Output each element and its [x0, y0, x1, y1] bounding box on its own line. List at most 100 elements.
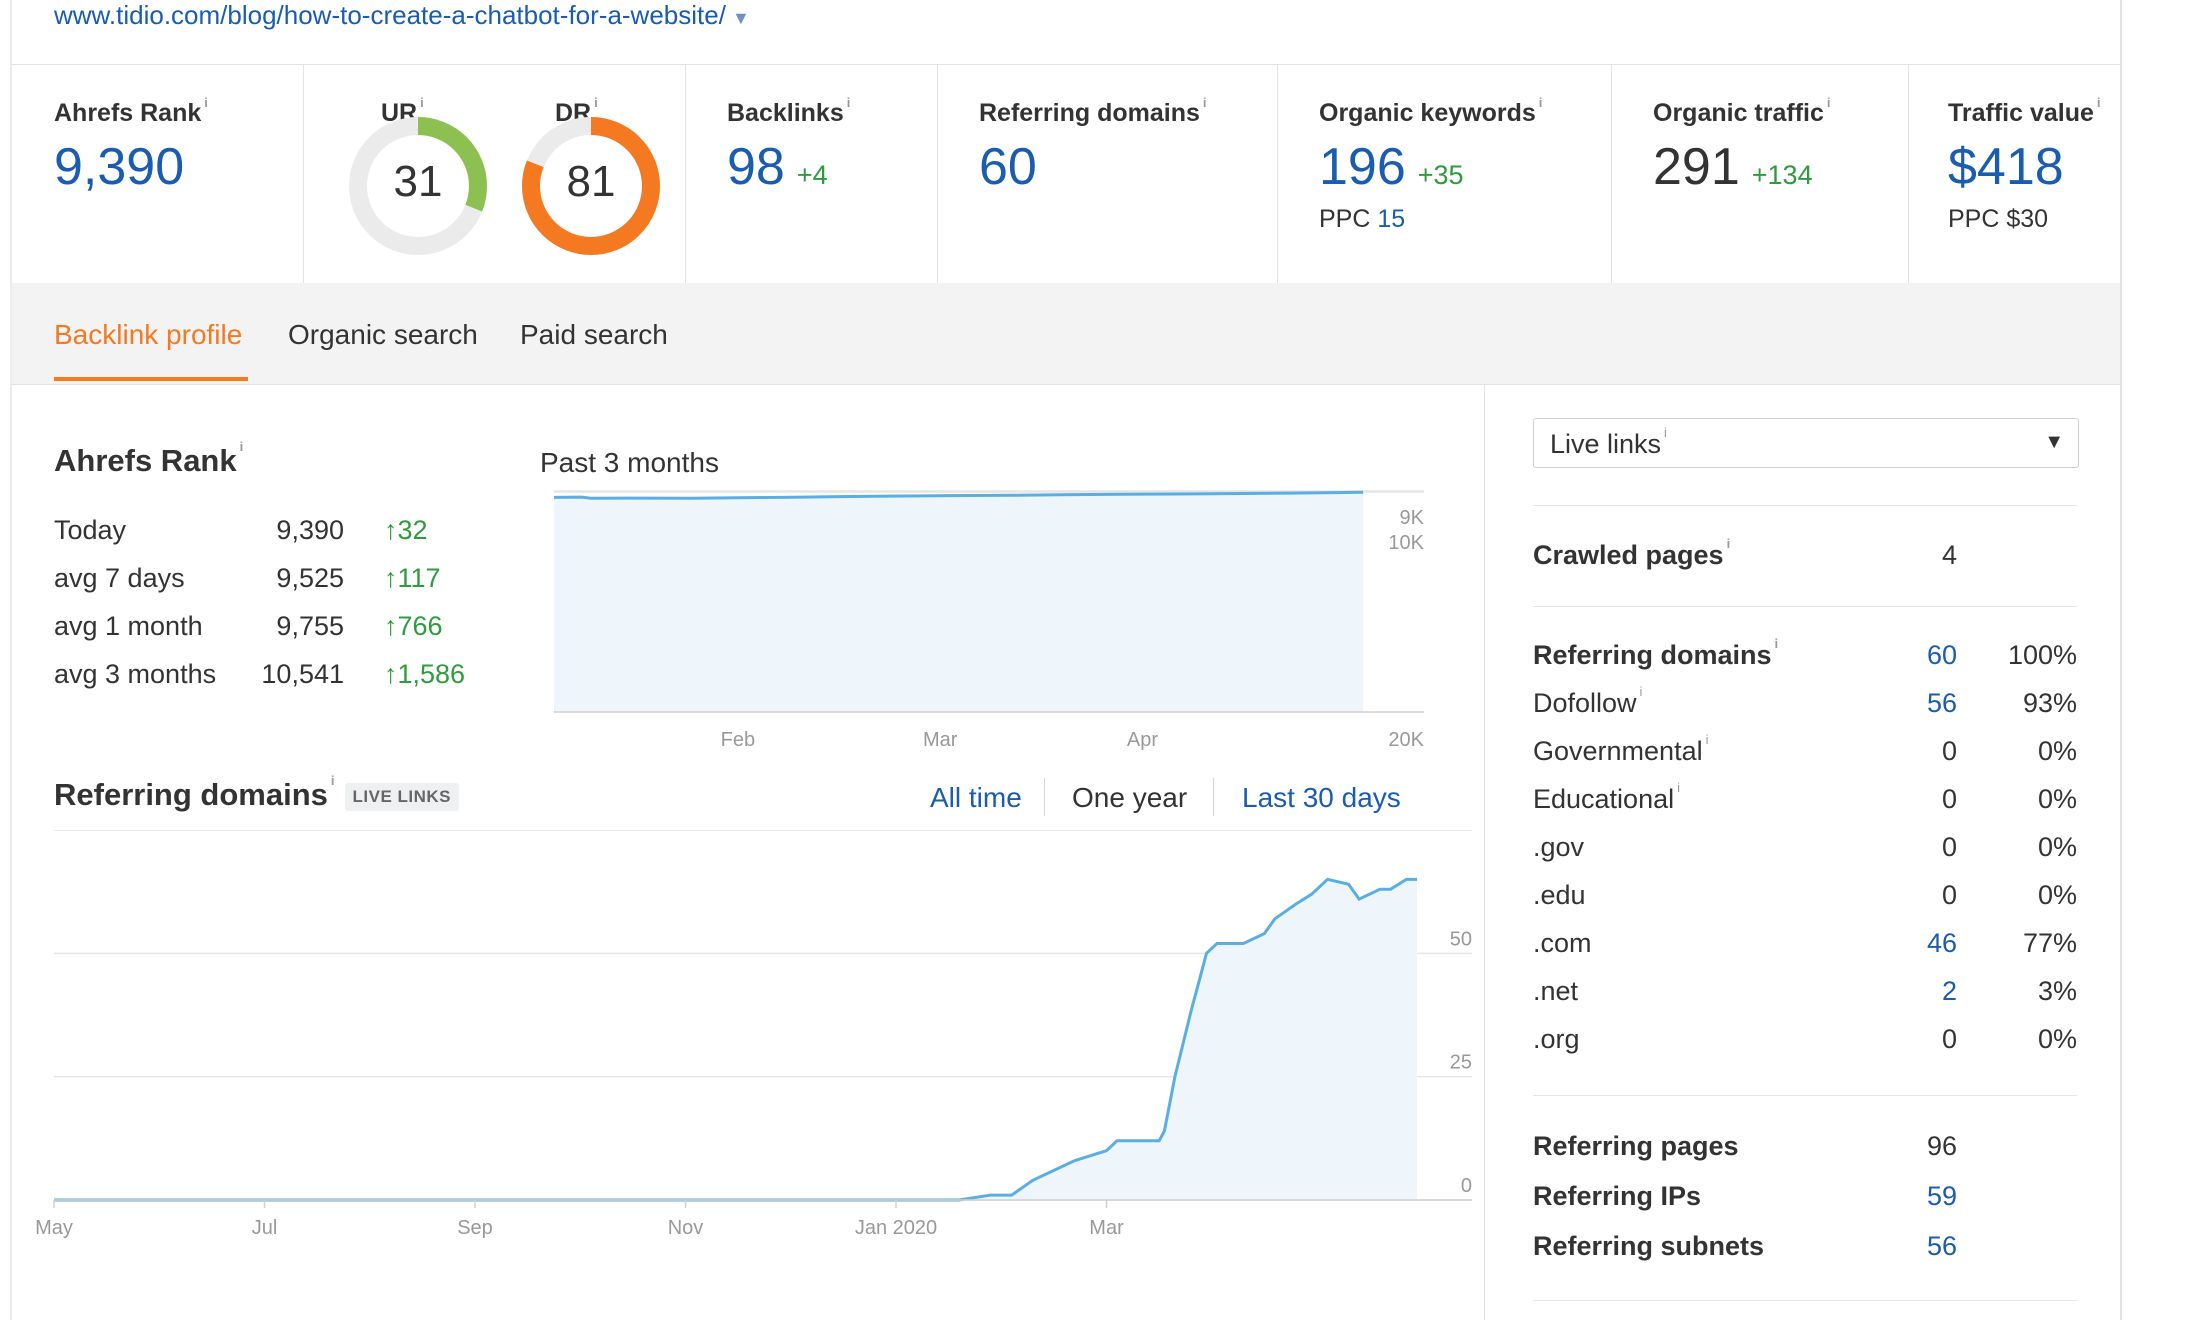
ahrefs-rank-title: Ahrefs Rank i: [54, 439, 244, 478]
metric-label: Ahrefs Rank i: [54, 95, 208, 127]
active-tab-underline: [54, 377, 248, 381]
traffic-value[interactable]: $418: [1948, 138, 2064, 196]
tab-organic-search[interactable]: Organic search: [288, 319, 478, 350]
range-last-30-days[interactable]: Last 30 days: [1242, 782, 1401, 813]
domain-row-count[interactable]: 56: [1926, 688, 1957, 718]
referring-subnets-label: Referring subnets: [1533, 1231, 1765, 1261]
range-divider: [1213, 778, 1214, 816]
page-left-border: [10, 0, 12, 1320]
info-icon[interactable]: i: [1826, 95, 1831, 110]
domain-row-label: Dofollow: [1533, 688, 1637, 718]
y-tick-label: 0: [1461, 1175, 1472, 1197]
info-icon[interactable]: i: [420, 95, 424, 110]
series-line: [553, 490, 1364, 500]
domain-row-percent: 0%: [2037, 1024, 2077, 1054]
metric-ur-dr: UR i 31 DR i 81: [303, 65, 686, 283]
info-icon[interactable]: i: [1202, 95, 1207, 110]
metric-label: Referring domains i: [979, 95, 1207, 127]
live-links-dropdown[interactable]: Live links i ▼: [1533, 418, 2079, 468]
target-url-text[interactable]: www.tidio.com/blog/how-to-create-a-chatb…: [54, 0, 726, 30]
metric-label: Traffic value i: [1948, 95, 2101, 127]
info-icon[interactable]: i: [1677, 780, 1680, 795]
metric-label: Organic keywords i: [1319, 95, 1543, 127]
info-icon[interactable]: i: [239, 439, 244, 454]
rank-row-delta: ↑1,586: [384, 659, 466, 689]
info-icon[interactable]: i: [1774, 636, 1779, 651]
rank-row-value: 9,755: [276, 611, 344, 641]
referring-domains-value[interactable]: 60: [979, 138, 1037, 196]
metric-value[interactable]: 9,390: [54, 138, 185, 196]
domain-row-label: Educational: [1533, 784, 1675, 814]
metric-traffic-value: Traffic value i $418 PPC $30: [1908, 65, 2120, 283]
rank-row-value: 9,390: [276, 515, 344, 545]
organic-traffic-value: 291: [1653, 138, 1740, 196]
metric-value: 291 +134: [1653, 137, 1813, 197]
rank-row: avg 3 months 10,541 ↑1,586: [54, 659, 514, 699]
x-tick-label: Sep: [457, 1217, 493, 1239]
info-icon[interactable]: i: [330, 773, 335, 788]
rank-row: avg 1 month 9,755 ↑766: [54, 611, 514, 651]
ur-gauge-arc: [349, 117, 487, 255]
domain-row-label: .gov: [1533, 832, 1585, 862]
organic-keywords-value[interactable]: 196: [1319, 138, 1406, 196]
domain-row-percent: 0%: [2037, 880, 2077, 910]
info-icon[interactable]: i: [1705, 732, 1709, 747]
tab-paid-search[interactable]: Paid search: [520, 319, 668, 350]
dr-gauge: [522, 117, 660, 255]
referring-subnets-value[interactable]: 56: [1926, 1231, 1957, 1261]
ppc-keywords: PPC 15: [1319, 205, 1406, 233]
ahrefs-rank-chart: 9K 10K 20K Feb Mar Apr: [553, 490, 1425, 751]
y-tick-label: 20K: [1388, 729, 1424, 751]
rank-row-label: avg 1 month: [54, 611, 203, 641]
backlinks-value[interactable]: 98: [727, 138, 785, 196]
live-links-badge: LIVE LINKS: [344, 782, 460, 811]
x-tick-label: Feb: [721, 729, 755, 751]
referring-ips-label: Referring IPs: [1533, 1181, 1702, 1211]
ur-gauge: [349, 117, 487, 255]
domain-row-label: .net: [1533, 976, 1579, 1006]
domain-row-count[interactable]: 60: [1926, 640, 1957, 670]
info-icon[interactable]: i: [204, 95, 208, 110]
crawled-pages-value: 4: [1941, 540, 1957, 570]
info-icon[interactable]: i: [1726, 536, 1731, 551]
range-all-time[interactable]: All time: [930, 782, 1022, 813]
domain-row-count: 0: [1941, 736, 1957, 766]
info-icon[interactable]: i: [846, 95, 851, 110]
range-one-year[interactable]: One year: [1072, 782, 1188, 813]
chevron-down-icon[interactable]: ▼: [731, 8, 750, 28]
tab-backlink-profile[interactable]: Backlink profile: [54, 319, 243, 350]
info-icon[interactable]: i: [1538, 95, 1543, 110]
rank-row-delta: ↑117: [384, 563, 441, 593]
info-icon[interactable]: i: [594, 95, 598, 110]
domain-row-label: .edu: [1533, 880, 1586, 910]
metrics-row: Ahrefs Rank i 9,390 UR i 31 DR i 81 Backlin…: [12, 64, 2120, 284]
domain-row-percent: 0%: [2037, 736, 2077, 766]
left-panel: Ahrefs Rank i Past 3 months Today 9,390 ↑…: [12, 385, 1484, 1320]
metric-label: Organic traffic i: [1653, 95, 1831, 127]
ppc-keywords-value[interactable]: 15: [1377, 205, 1406, 233]
domain-row-label: Referring domains: [1533, 640, 1772, 670]
rank-row-label: avg 3 months: [54, 659, 217, 689]
x-tick-label: Mar: [1089, 1217, 1124, 1239]
domain-row-count[interactable]: 2: [1941, 976, 1957, 1006]
divider: [1533, 1300, 2077, 1301]
x-tick-label: Nov: [668, 1217, 704, 1239]
rank-chart-title: Past 3 months: [540, 447, 719, 478]
referring-ips-value[interactable]: 59: [1926, 1181, 1957, 1211]
domain-row-count: 0: [1941, 880, 1957, 910]
info-icon[interactable]: i: [1664, 425, 1667, 440]
divider: [1533, 505, 2077, 506]
info-icon[interactable]: i: [2096, 95, 2101, 110]
range-divider: [1044, 778, 1045, 816]
domain-row-count[interactable]: 46: [1926, 928, 1957, 958]
metric-backlinks: Backlinks i 98 +4: [685, 65, 938, 283]
panel-divider: [1484, 385, 1485, 1320]
info-icon[interactable]: i: [1639, 684, 1643, 699]
x-tick-label: Jul: [252, 1217, 278, 1239]
rank-row-delta: ↑766: [384, 611, 443, 641]
domain-row-percent: 3%: [2037, 976, 2077, 1006]
y-tick-label: 10K: [1388, 532, 1424, 554]
rank-row: avg 7 days 9,525 ↑117: [54, 563, 514, 603]
dr-value: 81: [566, 157, 616, 206]
target-url[interactable]: www.tidio.com/blog/how-to-create-a-chatb…: [54, 0, 750, 31]
